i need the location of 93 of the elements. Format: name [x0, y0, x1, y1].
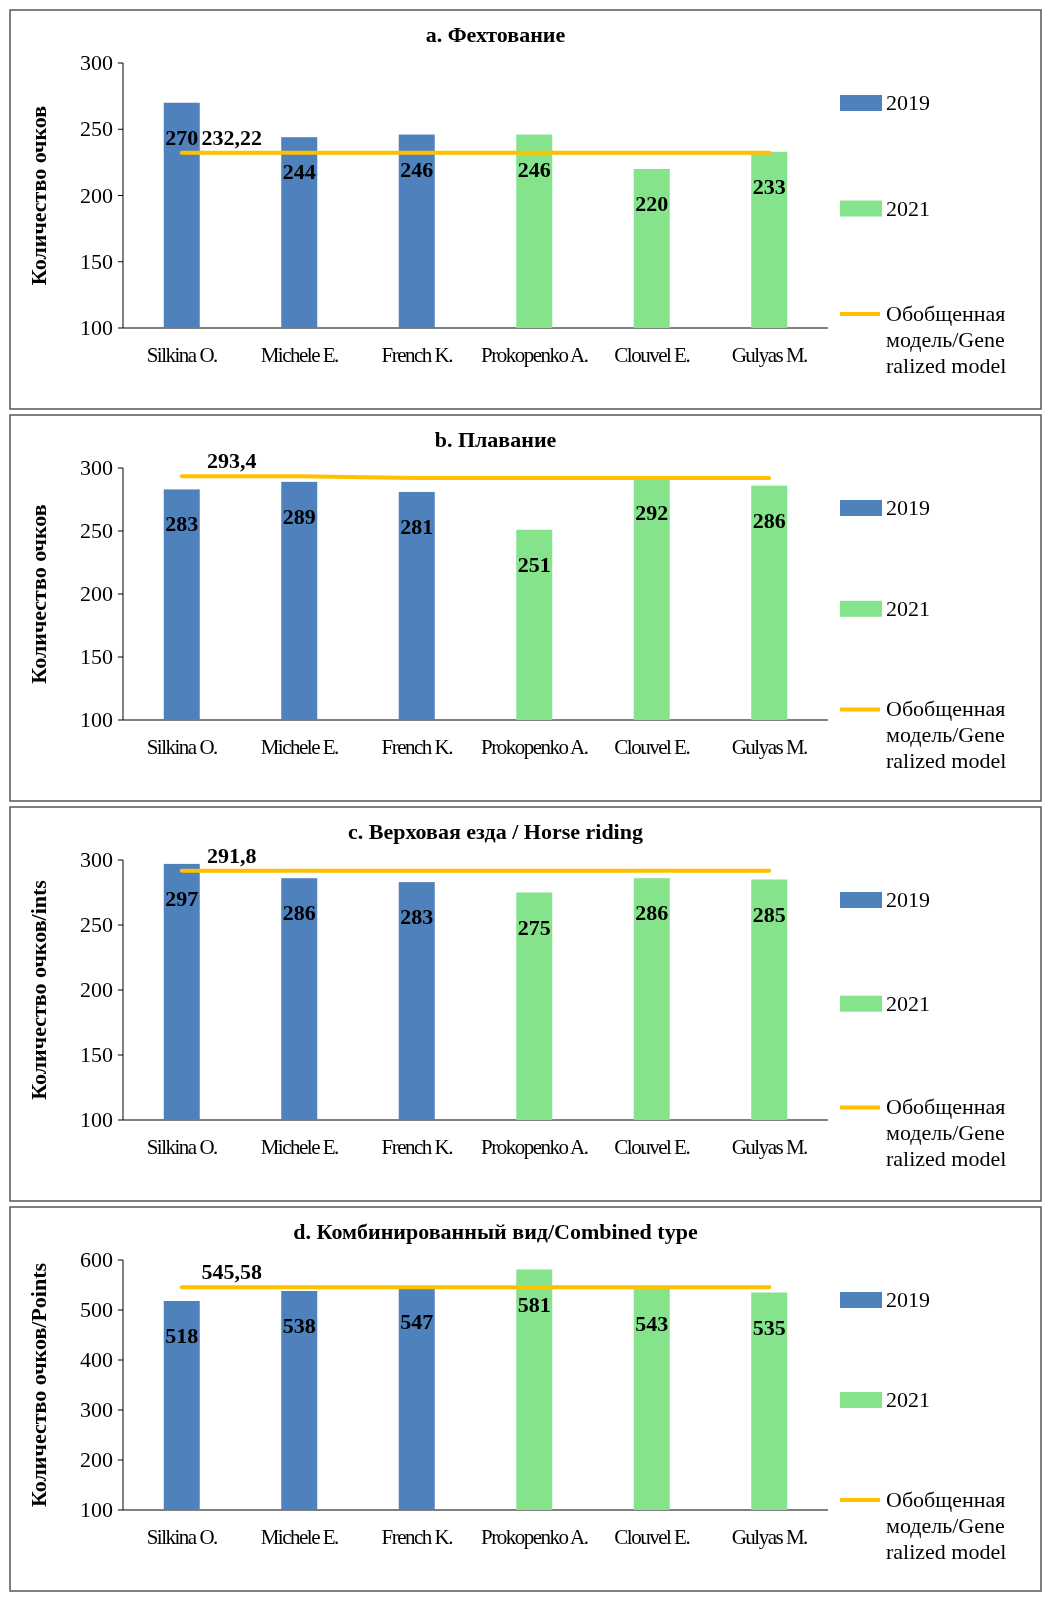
- y-tick-label: 100: [80, 707, 113, 732]
- data-label: 251: [517, 551, 551, 577]
- y-tick-label: 300: [80, 1397, 113, 1422]
- legend-label: 2021: [886, 990, 930, 1016]
- y-tick-label: 250: [80, 518, 113, 543]
- legend-label: 2021: [886, 1387, 930, 1412]
- legend-label: 2019: [886, 887, 930, 912]
- legend-label: 2019: [886, 90, 930, 115]
- data-label: 292: [635, 500, 669, 526]
- y-tick-label: 600: [80, 1247, 113, 1272]
- data-label: 286: [635, 900, 669, 926]
- y-tick-label: 100: [80, 1497, 113, 1522]
- x-tick-label: Clouvel E.: [614, 735, 690, 759]
- data-label: 291,8: [207, 842, 257, 868]
- data-label: 538: [282, 1313, 316, 1338]
- y-axis-title: Количество очков: [26, 105, 51, 286]
- legend-label: Обобщенная модель/Generalized model: [886, 301, 1007, 379]
- legend-label: Обобщенная модель/Generalized model: [886, 696, 1007, 774]
- x-tick-label: Michele E.: [260, 1525, 339, 1549]
- x-tick-label: Prokopenko A.: [481, 1525, 588, 1549]
- y-tick-label: 200: [80, 977, 113, 1002]
- y-tick-label: 300: [80, 50, 113, 75]
- legend-label: 2021: [886, 195, 930, 221]
- data-label: 232,22: [201, 124, 262, 150]
- x-tick-label: Silkina O.: [146, 343, 218, 367]
- x-tick-label: Prokopenko A.: [481, 735, 588, 759]
- x-tick-label: Prokopenko A.: [481, 343, 588, 367]
- legend-label: 2019: [886, 495, 930, 520]
- data-label: 246: [400, 156, 434, 182]
- y-tick-label: 100: [80, 315, 113, 340]
- data-label: 275: [517, 914, 551, 940]
- x-tick-label: Prokopenko A.: [481, 1135, 588, 1159]
- chart-title: c. Верховая езда / Horse riding: [348, 819, 643, 844]
- x-tick-label: French K.: [381, 343, 453, 367]
- data-label: 233: [752, 173, 786, 199]
- legend-label: 2021: [886, 595, 930, 621]
- x-tick-label: French K.: [381, 1525, 453, 1549]
- data-label: 535: [752, 1314, 786, 1340]
- x-tick-label: Gulyas M.: [731, 1525, 808, 1549]
- y-tick-label: 150: [80, 1042, 113, 1067]
- data-label: 283: [400, 904, 434, 930]
- legend-label: Обобщенная модель/Generalized model: [886, 1487, 1007, 1564]
- y-tick-label: 300: [80, 847, 113, 872]
- y-tick-label: 500: [80, 1297, 113, 1322]
- x-tick-label: Silkina O.: [146, 1135, 218, 1159]
- data-label: 286: [752, 507, 786, 533]
- y-tick-label: 250: [80, 116, 113, 142]
- y-tick-label: 200: [80, 1447, 113, 1472]
- data-label: 518: [165, 1323, 199, 1348]
- y-axis-title: Количество очков: [26, 504, 51, 684]
- data-label: 286: [282, 900, 316, 926]
- x-tick-label: Silkina O.: [146, 1525, 218, 1549]
- legend-label: 2019: [886, 1287, 930, 1312]
- data-label: 285: [752, 901, 786, 927]
- y-tick-label: 400: [80, 1347, 113, 1372]
- y-tick-label: 100: [80, 1107, 113, 1132]
- x-tick-label: Clouvel E.: [614, 343, 690, 367]
- x-tick-label: Michele E.: [260, 735, 339, 759]
- x-tick-label: Michele E.: [260, 343, 339, 367]
- data-label: 270: [165, 124, 199, 150]
- y-tick-label: 250: [80, 912, 113, 937]
- x-tick-label: French K.: [381, 735, 453, 759]
- data-label: 244: [282, 159, 316, 185]
- y-axis-title: Количество очков/ints: [26, 879, 51, 1100]
- data-label: 283: [165, 511, 199, 537]
- data-label: 289: [282, 503, 316, 529]
- x-tick-label: Gulyas M.: [731, 343, 808, 367]
- chart-title: d. Комбинированный вид/Combined type: [293, 1219, 698, 1244]
- data-label: 581: [517, 1291, 551, 1317]
- data-label: 543: [635, 1310, 669, 1336]
- chart-title: a. Фехтование: [425, 22, 566, 47]
- data-label: 246: [517, 156, 551, 182]
- y-tick-label: 200: [80, 182, 113, 208]
- y-tick-label: 200: [80, 581, 113, 606]
- data-label: 293,4: [207, 448, 257, 474]
- data-label: 297: [165, 885, 199, 911]
- y-tick-label: 150: [80, 644, 113, 669]
- data-label: 281: [400, 513, 434, 539]
- y-tick-label: 150: [80, 248, 113, 274]
- y-tick-label: 300: [80, 455, 113, 480]
- data-label: 220: [635, 191, 669, 216]
- x-tick-label: Silkina O.: [146, 735, 218, 759]
- y-axis-title: Количество очков/Points: [26, 1262, 51, 1508]
- x-tick-label: Clouvel E.: [614, 1525, 690, 1549]
- chart-title: b. Плавание: [434, 427, 557, 452]
- x-tick-label: Clouvel E.: [614, 1135, 690, 1159]
- x-tick-label: Michele E.: [260, 1135, 339, 1159]
- data-label: 547: [400, 1308, 434, 1334]
- data-label: 545,58: [201, 1259, 262, 1285]
- x-tick-label: Gulyas M.: [731, 1135, 808, 1159]
- legend-label: Обобщенная модель/Generalized model: [886, 1094, 1007, 1172]
- x-tick-label: French K.: [381, 1135, 453, 1159]
- x-tick-label: Gulyas M.: [731, 735, 808, 759]
